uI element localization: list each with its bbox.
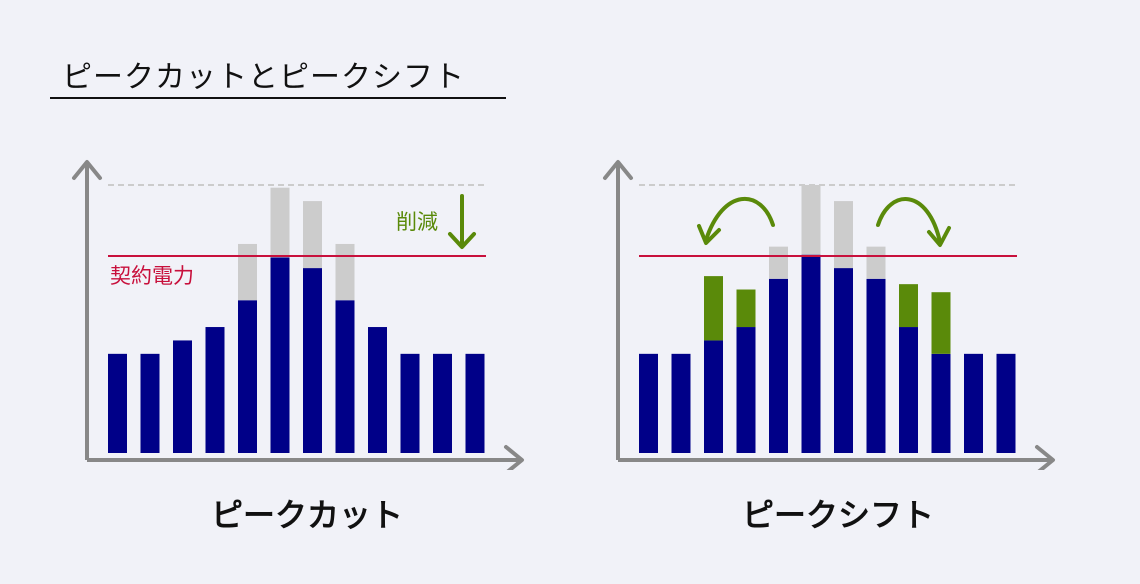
peak-cut-chart: 契約電力 削減 — [72, 160, 524, 475]
peak-shift-bar-removed — [801, 185, 821, 255]
peak-cut-bar-base — [433, 353, 452, 453]
peak-shift-bar-base — [996, 353, 1016, 453]
reduction-label: 削減 — [396, 210, 438, 234]
shift-right-arrow-icon — [876, 197, 951, 247]
peak-cut-bar-base — [173, 340, 192, 453]
peak-cut-bar-base — [368, 327, 387, 453]
peak-cut-bar-base — [465, 353, 485, 453]
peak-shift-bars — [639, 185, 1016, 453]
peak-cut-axes — [72, 160, 524, 475]
peak-cut-caption: ピークカット — [210, 496, 403, 534]
contract-power-label: 契約電力 — [110, 264, 194, 288]
peak-cut-bar-removed — [335, 243, 355, 301]
peak-cut-bar-removed — [238, 243, 257, 301]
peak-cut-bar-removed — [270, 187, 290, 258]
peak-shift-caption: ピークシフト — [741, 496, 934, 534]
peak-cut-bar-base — [335, 300, 355, 453]
peak-cut-bar-base — [238, 300, 257, 453]
peak-shift-axes — [603, 160, 1055, 475]
peak-shift-bar-base — [801, 254, 821, 453]
peak-shift-bar-removed — [769, 246, 788, 279]
reduction-arrow-icon — [448, 194, 476, 249]
peak-cut-bar-base — [108, 353, 127, 453]
peak-shift-bar-base — [899, 327, 918, 453]
peak-shift-bar-base — [834, 268, 853, 453]
peak-cut-bar-base — [205, 327, 225, 453]
peak-cut-bar-base — [270, 257, 290, 453]
peak-shift-bar-shifted — [736, 289, 756, 328]
peak-cut-bars — [108, 187, 485, 453]
title-underline — [50, 97, 506, 99]
peak-shift-bar-shifted — [931, 292, 951, 354]
peak-shift-bar-base — [736, 327, 756, 453]
peak-shift-bar-base — [639, 353, 658, 453]
peak-cut-bar-base — [400, 353, 420, 453]
peak-shift-chart — [603, 160, 1055, 475]
peak-shift-bar-base — [931, 353, 951, 453]
peak-shift-bar-base — [866, 278, 886, 453]
peak-cut-bar-base — [140, 353, 160, 453]
peak-cut-diagram: 契約電力 削減 — [62, 150, 532, 475]
page-title: ピークカットとピークシフト — [62, 60, 465, 95]
peak-shift-bar-base — [671, 353, 691, 453]
peak-shift-bar-shifted — [704, 276, 723, 341]
peak-shift-bar-base — [704, 340, 723, 453]
peak-shift-bar-shifted — [899, 284, 918, 328]
peak-cut-bar-base — [303, 268, 322, 453]
peak-shift-bar-base — [769, 278, 788, 453]
shift-left-arrow-icon — [697, 197, 775, 245]
peak-shift-bar-base — [964, 353, 983, 453]
peak-shift-bar-removed — [834, 201, 853, 269]
peak-shift-bar-removed — [866, 246, 886, 279]
peak-cut-bar-removed — [303, 201, 322, 269]
peak-shift-diagram — [593, 150, 1063, 475]
